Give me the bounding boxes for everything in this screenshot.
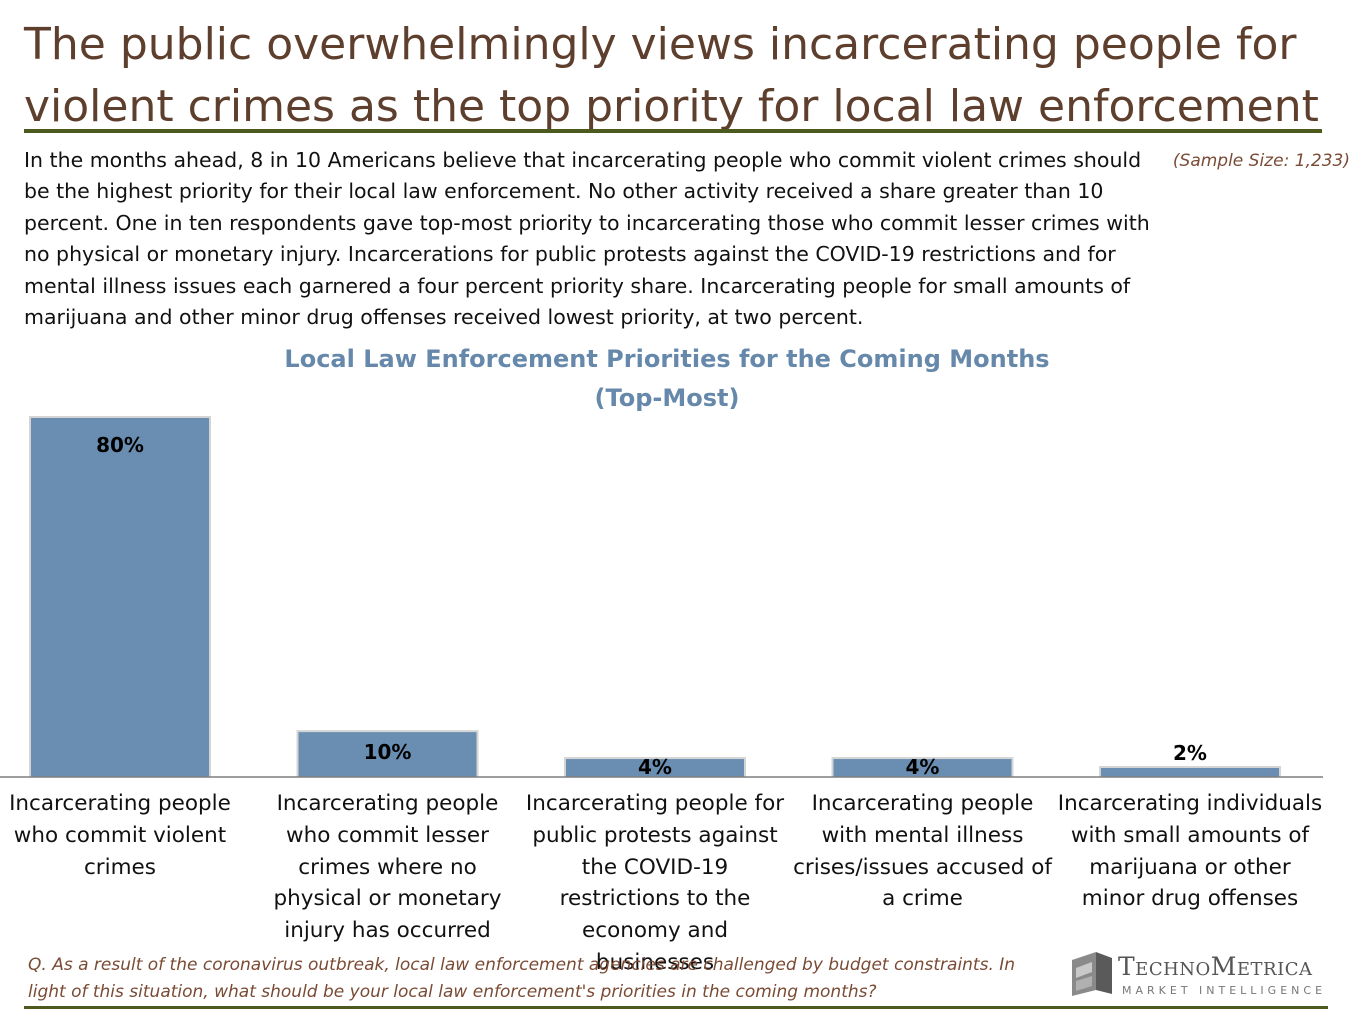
bar-2 <box>298 732 477 777</box>
survey-question: Q. As a result of the coronavirus outbre… <box>28 955 1016 1002</box>
chart-title: Local Law Enforcement Priorities for the… <box>180 340 1154 418</box>
page-title-line-1: The public overwhelmingly views incarcer… <box>24 19 1297 70</box>
category-label-2: Incarcerating people who commit lesser c… <box>273 791 502 944</box>
data-label-5: 2% <box>1173 741 1207 765</box>
category-label-1: Incarcerating people who commit violent … <box>9 791 231 880</box>
logo-name: TechnoMetrica <box>1118 952 1313 981</box>
page-title: The public overwhelmingly views incarcer… <box>24 14 1324 138</box>
title-divider <box>24 129 1322 133</box>
data-label-2: 10% <box>364 740 412 764</box>
bar-5 <box>1101 768 1279 777</box>
technometrica-logo: TechnoMetrica MARKET INTELLIGENCE <box>1070 950 1332 1002</box>
bar-4 <box>833 759 1012 777</box>
category-label-3: Incarcerating people for public protests… <box>525 791 785 975</box>
data-label-1: 80% <box>96 433 144 457</box>
chart-subtitle: (Top-Most) <box>594 384 740 412</box>
category-label-4: Incarcerating people with mental illness… <box>793 791 1052 912</box>
data-labels-layer: 80% 10% 4% 4% 2% <box>96 433 1207 779</box>
chart-title-main: Local Law Enforcement Priorities for the… <box>284 345 1050 373</box>
data-label-4: 4% <box>906 755 940 779</box>
sample-size-note: (Sample Size: 1,233) <box>1172 151 1350 171</box>
page-title-line-2: violent crimes as the top priority for l… <box>24 81 1319 132</box>
bar-1 <box>31 418 209 777</box>
logo-mark-icon <box>1072 952 1112 996</box>
bar-3 <box>566 759 744 777</box>
data-label-3: 4% <box>638 755 672 779</box>
footer-divider <box>24 1006 1328 1009</box>
category-label-5: Incarcerating individuals with small amo… <box>1057 791 1323 912</box>
logo-tagline: MARKET INTELLIGENCE <box>1122 984 1327 997</box>
summary-paragraph: In the months ahead, 8 in 10 Americans b… <box>24 148 1150 330</box>
bars-layer <box>29 416 1281 777</box>
